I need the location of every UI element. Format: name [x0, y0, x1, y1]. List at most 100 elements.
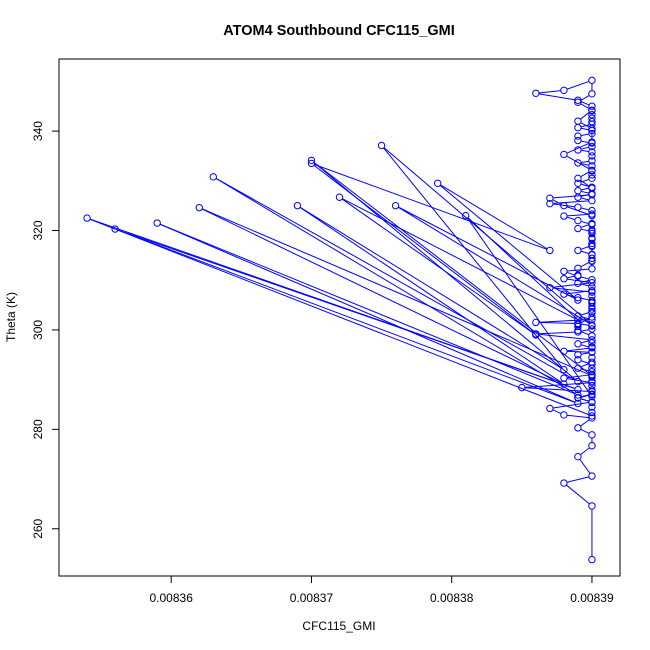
- data-point: [588, 442, 596, 450]
- data-point: [588, 296, 596, 305]
- x-axis: 0.00836 0.00837 0.00838 0.00839: [150, 576, 614, 605]
- data-point: [574, 385, 582, 394]
- data-point: [574, 351, 582, 359]
- series-line-segment: [580, 133, 589, 136]
- data-point: [532, 318, 540, 327]
- data-point: [588, 148, 596, 156]
- series-line-segment: [552, 199, 562, 205]
- data-point: [574, 179, 582, 187]
- series-line-segment: [299, 207, 562, 383]
- data-point: [588, 313, 596, 321]
- data-point: [560, 212, 568, 220]
- data-point: [377, 141, 386, 150]
- series-line-segment: [538, 90, 561, 94]
- series-line-segment: [580, 352, 589, 355]
- data-point: [560, 380, 568, 388]
- series-line-segment: [566, 155, 590, 170]
- series-line-segment: [440, 184, 548, 250]
- series-line-segment: [538, 93, 575, 101]
- series-line-segment: [580, 276, 589, 280]
- series-line-segment: [552, 282, 589, 288]
- data-point: [209, 173, 217, 181]
- series-line-segment: [580, 95, 590, 102]
- data-point: [560, 86, 568, 95]
- data-point: [574, 132, 582, 140]
- y-axis: 260 280 300 320 340: [31, 121, 59, 539]
- data-point: [574, 391, 582, 399]
- series-line-segment: [580, 428, 590, 434]
- data-point: [588, 157, 596, 165]
- data-point: [560, 267, 568, 275]
- data-point: [588, 431, 596, 439]
- series-line-segment: [398, 206, 590, 324]
- series-line-segment: [580, 163, 589, 166]
- series-line-segment: [314, 164, 548, 250]
- data-point: [588, 555, 596, 564]
- data-point: [588, 211, 596, 220]
- series-line-segment: [398, 206, 576, 300]
- series-line-segment: [117, 229, 576, 403]
- series-line-segment: [553, 287, 589, 293]
- series-line-segment: [553, 194, 589, 199]
- data-point: [588, 174, 596, 183]
- data-point: [574, 296, 582, 304]
- series-line-segment: [580, 224, 590, 228]
- y-tick-label: 340: [31, 121, 45, 141]
- data-point: [574, 216, 582, 225]
- x-tick-label: 0.00838: [430, 591, 474, 605]
- x-tick-label: 0.00839: [570, 591, 614, 605]
- data-point: [574, 187, 582, 195]
- data-point: [588, 257, 596, 265]
- series-line-segment: [567, 213, 589, 217]
- data-point: [574, 271, 582, 279]
- series-line-segment: [159, 223, 576, 395]
- series-line-segment: [341, 198, 534, 334]
- y-tick-label: 300: [31, 320, 45, 340]
- data-point: [574, 293, 582, 302]
- y-tick-label: 280: [31, 419, 45, 439]
- series-line-segment: [580, 250, 590, 254]
- data-point: [574, 340, 582, 348]
- data-point: [588, 336, 596, 344]
- series-line-segment: [201, 208, 562, 384]
- series-line-segment: [580, 261, 590, 268]
- data-point: [588, 276, 596, 284]
- series-line-segment: [580, 398, 590, 402]
- data-point: [195, 203, 203, 212]
- series-line-segment: [566, 80, 590, 90]
- data-point: [588, 138, 596, 146]
- data-point: [574, 279, 582, 287]
- data-point: [574, 159, 582, 167]
- data-point: [588, 171, 596, 179]
- series-line-segment: [566, 484, 590, 505]
- data-point: [588, 309, 596, 317]
- data-point: [574, 377, 582, 386]
- data-point: [574, 98, 582, 106]
- series-line-segment: [539, 322, 575, 324]
- x-axis-label: CFC115_GMI: [302, 619, 375, 633]
- data-point: [546, 404, 554, 413]
- series-line-segment: [580, 127, 589, 131]
- data-point: [588, 371, 596, 380]
- series-line-segment: [580, 140, 589, 143]
- plot-frame: [58, 58, 621, 577]
- data-point: [588, 254, 596, 263]
- data-point: [588, 332, 596, 340]
- data-point: [588, 142, 596, 151]
- series-line-segment: [580, 228, 589, 232]
- data-point: [546, 199, 554, 208]
- data-point: [574, 246, 582, 255]
- data-point: [588, 354, 596, 362]
- data-point: [588, 76, 596, 85]
- series-line-segment: [439, 184, 576, 299]
- data-point: [588, 377, 596, 385]
- series-line-segment: [524, 382, 589, 388]
- data-point: [391, 201, 400, 210]
- data-point: [560, 150, 568, 159]
- data-point: [588, 305, 596, 313]
- data-point: [588, 234, 596, 242]
- series-line-segment: [580, 323, 589, 326]
- series-line-segment: [580, 329, 589, 332]
- data-point: [588, 414, 596, 422]
- data-point: [588, 106, 596, 114]
